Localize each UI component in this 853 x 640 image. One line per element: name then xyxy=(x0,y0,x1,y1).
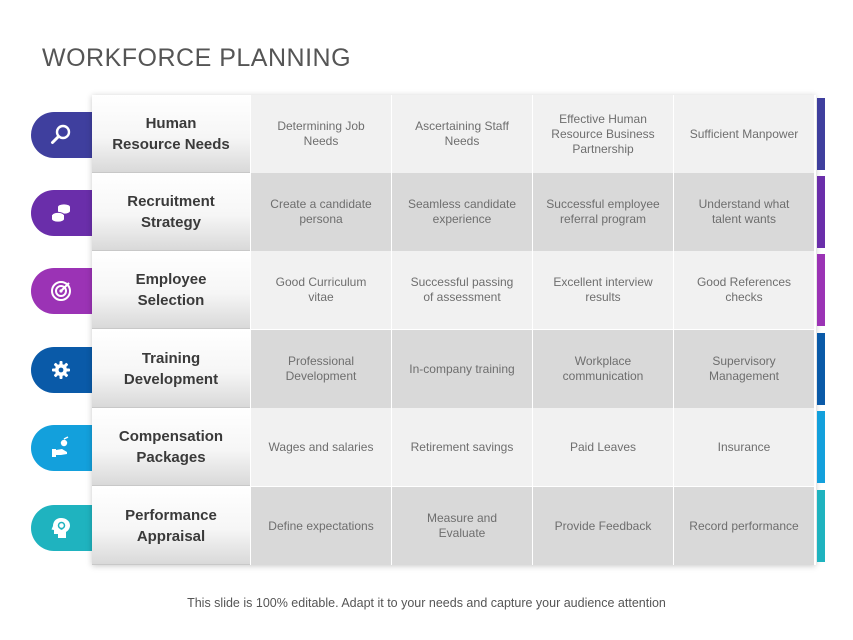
head-idea-icon xyxy=(51,518,70,538)
pill-training xyxy=(31,347,92,393)
accent-bar xyxy=(817,254,825,326)
pill-hr-needs xyxy=(31,112,92,158)
table-cell: Effective Human Resource Business Partne… xyxy=(532,95,673,173)
table-row: Compensation Packages Wages and salaries… xyxy=(92,408,816,486)
row-header: Human Resource Needs xyxy=(92,95,250,173)
target-icon xyxy=(51,281,71,301)
table-cell: Successful employee referral program xyxy=(532,173,673,251)
table-cell: Create a candidate persona xyxy=(250,173,391,251)
pill-recruitment xyxy=(31,190,92,236)
row-header: Recruitment Strategy xyxy=(92,173,250,251)
page-title: WORKFORCE PLANNING xyxy=(42,44,352,72)
table-cell: Good References checks xyxy=(673,251,814,329)
table-cell: Understand what talent wants xyxy=(673,173,814,251)
pill-selection xyxy=(31,268,92,314)
table-cell: Record performance xyxy=(673,487,814,565)
table-cell: Retirement savings xyxy=(391,408,532,486)
table-cell: Excellent interview results xyxy=(532,251,673,329)
planning-table: Human Resource Needs Determining Job Nee… xyxy=(92,95,816,565)
row-header: Employee Selection xyxy=(92,251,250,329)
search-icon xyxy=(51,124,71,144)
hand-money-icon xyxy=(52,436,69,457)
table-cell: Supervisory Management xyxy=(673,330,814,408)
table-cell: Wages and salaries xyxy=(250,408,391,486)
row-header: Performance Appraisal xyxy=(92,487,250,565)
table-cell: Ascertaining Staff Needs xyxy=(391,95,532,173)
table-cell: Paid Leaves xyxy=(532,408,673,486)
table-cell: Good Curriculum vitae xyxy=(250,251,391,329)
table-cell: Determining Job Needs xyxy=(250,95,391,173)
accent-bar xyxy=(817,333,825,405)
accent-bar xyxy=(817,176,825,248)
table-row: Human Resource Needs Determining Job Nee… xyxy=(92,95,816,173)
pill-compensation xyxy=(31,425,92,471)
table-row: Performance Appraisal Define expectation… xyxy=(92,487,816,565)
table-cell: Measure and Evaluate xyxy=(391,487,532,565)
table-cell: Successful passing of assessment xyxy=(391,251,532,329)
accent-bar xyxy=(817,98,825,170)
table-row: Employee Selection Good Curriculum vitae… xyxy=(92,251,816,329)
table-cell: Sufficient Manpower xyxy=(673,95,814,173)
footer-note: This slide is 100% editable. Adapt it to… xyxy=(187,596,666,610)
row-header: Compensation Packages xyxy=(92,408,250,486)
accent-bar xyxy=(817,411,825,483)
accent-bar xyxy=(817,490,825,562)
table-cell: Provide Feedback xyxy=(532,487,673,565)
table-row: Training Development Professional Develo… xyxy=(92,330,816,408)
table-cell: Professional Development xyxy=(250,330,391,408)
row-header: Training Development xyxy=(92,330,250,408)
table-cell: In-company training xyxy=(391,330,532,408)
table-cell: Workplace communication xyxy=(532,330,673,408)
coins-icon xyxy=(51,204,70,222)
pill-appraisal xyxy=(31,505,92,551)
table-cell: Define expectations xyxy=(250,487,391,565)
gear-icon xyxy=(52,361,70,379)
table-row: Recruitment Strategy Create a candidate … xyxy=(92,173,816,251)
table-cell: Seamless candidate experience xyxy=(391,173,532,251)
table-cell: Insurance xyxy=(673,408,814,486)
